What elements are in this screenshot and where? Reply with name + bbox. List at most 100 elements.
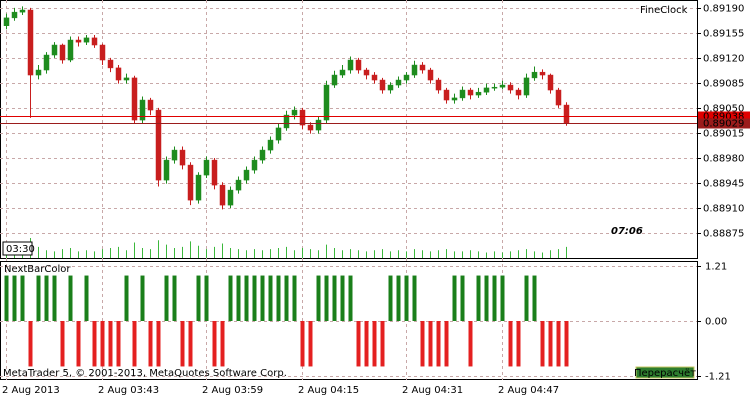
candle-body xyxy=(67,39,74,61)
indicator-bar xyxy=(44,275,49,321)
indicator-bar xyxy=(244,275,249,321)
candle-body xyxy=(91,37,98,46)
candle-body xyxy=(51,44,58,56)
time-box-label: 03:30 xyxy=(6,244,35,255)
indicator-bar xyxy=(284,275,289,321)
candle-body xyxy=(459,89,466,99)
x-tick-label: 2 Aug 04:31 xyxy=(402,385,463,396)
price-tag-label: 0.89029 xyxy=(703,119,744,130)
candle-body xyxy=(291,109,298,116)
candle-body xyxy=(363,69,370,76)
candle-body xyxy=(27,9,34,76)
recalc-button-label[interactable]: Перерасчёт xyxy=(634,368,696,379)
countdown: 07:06 xyxy=(611,226,643,237)
x-tick-label: 2 Aug 03:59 xyxy=(202,385,263,396)
y-tick-label: 0.88910 xyxy=(703,204,744,215)
candle-body xyxy=(171,149,178,161)
indicator-bar xyxy=(348,275,353,321)
candle-body xyxy=(443,89,450,101)
indicator-bar xyxy=(52,275,57,321)
indicator-bar xyxy=(68,275,73,321)
indicator-bar xyxy=(468,321,473,367)
x-tick-label: 2 Aug 04:15 xyxy=(298,385,359,396)
candle-body xyxy=(523,77,530,96)
candle-body xyxy=(35,69,42,76)
candle-body xyxy=(283,114,290,129)
candle-body xyxy=(267,139,274,151)
indicator-bar xyxy=(444,321,449,367)
candle-body xyxy=(131,77,138,121)
y-tick-label: -1.21 xyxy=(705,372,731,383)
indicator-bar xyxy=(524,275,529,321)
candle-body xyxy=(3,17,10,26)
candle-body xyxy=(435,79,442,91)
candle-body xyxy=(387,84,394,91)
candle-body xyxy=(19,9,26,13)
x-tick-label: 2 Aug 04:47 xyxy=(498,385,559,396)
indicator-bar xyxy=(372,321,377,367)
candle-body xyxy=(147,99,154,111)
indicator-bar xyxy=(268,275,273,321)
candle-body xyxy=(107,59,114,69)
x-tick-label: 2 Aug 2013 xyxy=(2,385,60,396)
y-tick-label: 0.89190 xyxy=(703,4,744,15)
indicator-name: FineClock xyxy=(640,5,688,16)
indicator-bar xyxy=(108,321,113,367)
indicator-bar xyxy=(564,321,569,367)
candle-body xyxy=(11,11,18,19)
indicator-bar xyxy=(396,275,401,321)
candle-body xyxy=(243,169,250,181)
indicator-bar xyxy=(316,275,321,321)
indicator-bar xyxy=(76,321,81,367)
indicator-bar xyxy=(452,275,457,321)
indicator-bar xyxy=(220,321,225,367)
candle-body xyxy=(451,97,458,101)
candle-body xyxy=(347,59,354,71)
indicator-bar xyxy=(36,275,41,321)
candle-body xyxy=(475,91,482,96)
indicator-bar xyxy=(364,321,369,367)
candle-body xyxy=(499,84,506,88)
indicator-bar xyxy=(428,321,433,367)
indicator-bar xyxy=(324,275,329,321)
indicator-bar xyxy=(556,321,561,367)
candle-body xyxy=(155,109,162,181)
indicator-bar xyxy=(356,321,361,367)
y-tick-label: 0.88945 xyxy=(703,179,744,190)
candle-body xyxy=(491,86,498,89)
indicator-bar xyxy=(332,275,337,321)
candle-body xyxy=(299,109,306,126)
indicator-bar xyxy=(300,321,305,367)
candle-body xyxy=(187,164,194,201)
indicator-bar xyxy=(4,275,9,321)
indicator-bar xyxy=(476,275,481,321)
candle-body xyxy=(467,89,474,96)
indicator-title: NextBarColor xyxy=(4,264,71,275)
candle-body xyxy=(59,44,66,61)
recalc-button[interactable] xyxy=(635,366,695,379)
candle-body xyxy=(123,77,130,81)
candle-body xyxy=(395,79,402,86)
y-tick-label: 0.89155 xyxy=(703,29,744,40)
candle-body xyxy=(203,159,210,176)
indicator-bar xyxy=(12,275,17,321)
indicator-bar xyxy=(516,321,521,367)
candle-body xyxy=(99,44,106,61)
indicator-bar xyxy=(548,321,553,367)
candle-body xyxy=(411,64,418,76)
indicator-bar xyxy=(340,275,345,321)
indicator-bar xyxy=(252,275,257,321)
candle-body xyxy=(275,127,282,141)
candle-body xyxy=(427,69,434,81)
candle-body xyxy=(227,189,234,206)
indicator-bar xyxy=(412,275,417,321)
candle-body xyxy=(323,84,330,121)
indicator-bar xyxy=(140,275,145,321)
candle-body xyxy=(75,39,82,43)
candle-body xyxy=(379,79,386,91)
indicator-bar xyxy=(260,275,265,321)
candle-body xyxy=(307,124,314,131)
y-tick-label: 0.89050 xyxy=(703,104,744,115)
indicator-bar xyxy=(388,275,393,321)
indicator-bar xyxy=(420,321,425,367)
